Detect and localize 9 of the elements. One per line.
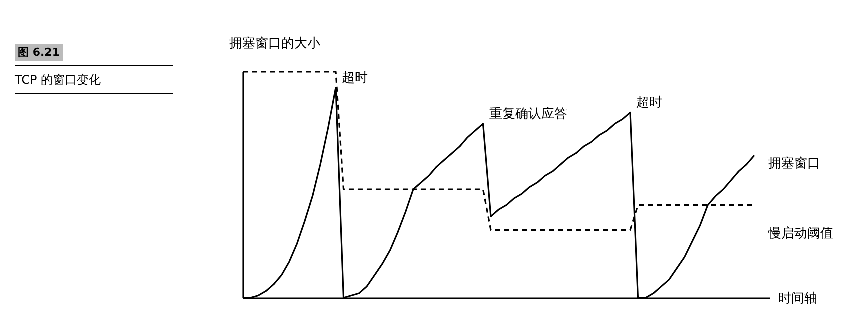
x-axis-title: 时间轴 <box>778 292 818 306</box>
series-label: 拥塞窗口 <box>768 156 820 172</box>
y-axis-title: 拥塞窗口的大小 <box>230 36 320 52</box>
annotation: 超时 <box>636 96 662 111</box>
series-label: 慢启动阈值 <box>768 225 834 242</box>
annotation: 重复确认应答 <box>489 106 568 122</box>
text: TCP 的窗口变化 <box>15 66 173 94</box>
text: 图 6.21 <box>15 44 63 61</box>
annotation: 超时 <box>342 70 368 86</box>
